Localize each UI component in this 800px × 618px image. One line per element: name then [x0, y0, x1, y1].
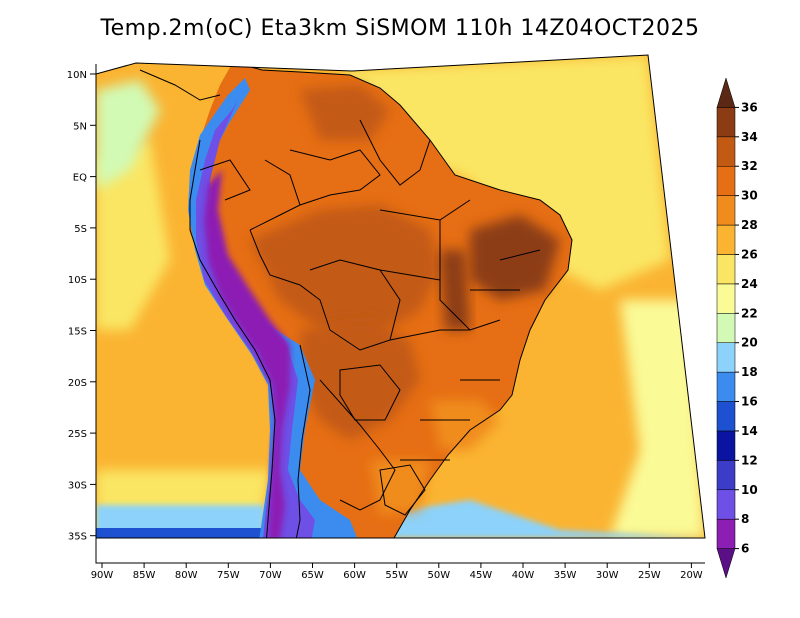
colorbar-swatch [716, 401, 736, 432]
colorbar-swatch [716, 460, 736, 491]
country-borders [139, 61, 573, 538]
colorbar-label: 12 [741, 453, 758, 467]
colorbar-swatch-low-triangle [716, 548, 736, 579]
border-paraguay [339, 364, 401, 421]
lon-tick-label: 90W [91, 570, 114, 581]
border-venezuela-brazil [289, 149, 381, 206]
lon-tick-label: 70W [259, 570, 282, 581]
colorbar-swatch [716, 342, 736, 373]
lat-tick-label: 5S [74, 224, 87, 235]
colorbar-swatch [716, 195, 736, 226]
ocean-southeast-cool [340, 500, 705, 538]
colorbar-label: 18 [741, 365, 758, 379]
hot-region-west [440, 250, 470, 330]
latitude-axis: 10N 5N EQ 5S 10S 15S 20S 25S 30S 35S [67, 70, 96, 543]
colorbar-swatch [716, 107, 736, 138]
warm-region-southeast [430, 400, 500, 450]
ocean-west-cool [96, 140, 170, 330]
lat-tick-label: 35S [68, 532, 87, 543]
lat-tick-label: 15S [68, 327, 87, 338]
lon-tick-label: 40W [512, 570, 535, 581]
border-panama [139, 69, 221, 101]
colorbar-swatch [716, 430, 736, 461]
lat-tick-label: EQ [73, 173, 87, 184]
border-peru-brazil [249, 229, 331, 331]
colorbar-label: 36 [741, 100, 758, 114]
lon-tick-label: 75W [217, 570, 240, 581]
hot-region-amazon [250, 205, 440, 340]
colorbar: 6 8 10 12 14 16 18 20 22 24 26 28 30 32 34 36 [716, 77, 758, 579]
colorbar-swatch [716, 165, 736, 196]
lon-tick-label: 85W [133, 570, 156, 581]
temperature-field [96, 55, 705, 538]
lat-tick-label: 10N [67, 70, 87, 81]
colorbar-swatch [716, 136, 736, 167]
lon-tick-label: 55W [385, 570, 408, 581]
lat-tick-label: 25S [68, 429, 87, 440]
lat-tick-label: 10S [68, 275, 87, 286]
andes-cold-core [204, 170, 290, 538]
lat-tick-label: 20S [68, 378, 87, 389]
longitude-axis: 90W 85W 80W 75W 70W 65W 60W 55W 50W 45W 40W 35W 30W 2… [91, 563, 703, 581]
border-ecuador [199, 159, 251, 201]
coastline [232, 61, 573, 538]
lon-tick-label: 20W [680, 570, 703, 581]
colorbar-label: 16 [741, 395, 758, 409]
colorbar-label: 32 [741, 159, 758, 173]
ocean-east-cool [610, 300, 705, 538]
ocean-west-cooler [96, 80, 160, 190]
ocean-warm-band [340, 55, 670, 290]
lon-tick-label: 25W [638, 570, 661, 581]
border-argentina-chile [294, 344, 311, 538]
coastline-west [189, 139, 276, 538]
lon-tick-label: 80W [175, 570, 198, 581]
lon-tick-label: 30W [596, 570, 619, 581]
colorbar-label: 8 [741, 512, 749, 526]
colorbar-swatch [716, 313, 736, 343]
lon-tick-label: 45W [470, 570, 493, 581]
plot-box [95, 64, 705, 564]
colorbar-label: 34 [741, 130, 758, 144]
border-argentina [319, 379, 396, 511]
colorbar-label: 6 [741, 542, 749, 556]
colorbar-swatch-high-triangle [716, 77, 736, 108]
border-bolivia-brazil [309, 259, 401, 351]
colorbar-swatch [716, 283, 736, 314]
lon-tick-label: 65W [301, 570, 324, 581]
border-guianas [359, 119, 431, 186]
colorbar-label: 14 [741, 424, 758, 438]
colorbar-swatch [716, 254, 736, 285]
ocean-southwest-blue [96, 528, 268, 538]
border-brazil-states [379, 199, 541, 461]
colorbar-label: 20 [741, 336, 758, 350]
lon-tick-label: 60W [343, 570, 366, 581]
lon-tick-label: 50W [427, 570, 450, 581]
colorbar-label: 30 [741, 189, 758, 203]
colorbar-swatch [716, 371, 736, 402]
hot-region-northeast [470, 215, 560, 300]
hot-region-north [300, 85, 390, 140]
colorbar-swatch [716, 489, 736, 520]
colorbar-label: 28 [741, 218, 758, 232]
lon-tick-label: 35W [554, 570, 577, 581]
map-title: Temp.2m(oC) Eta3km SiSMOM 110h 14Z04OCT2… [100, 16, 700, 41]
colorbar-label: 22 [741, 306, 758, 320]
colorbar-swatch [716, 518, 736, 549]
colorbar-label: 24 [741, 277, 758, 291]
colorbar-swatch [716, 224, 736, 255]
colorbar-label: 10 [741, 483, 758, 497]
lat-tick-label: 5N [73, 121, 87, 132]
colorbar-label: 26 [741, 247, 758, 261]
lat-tick-label: 30S [68, 480, 87, 491]
border-uruguay [379, 464, 426, 516]
